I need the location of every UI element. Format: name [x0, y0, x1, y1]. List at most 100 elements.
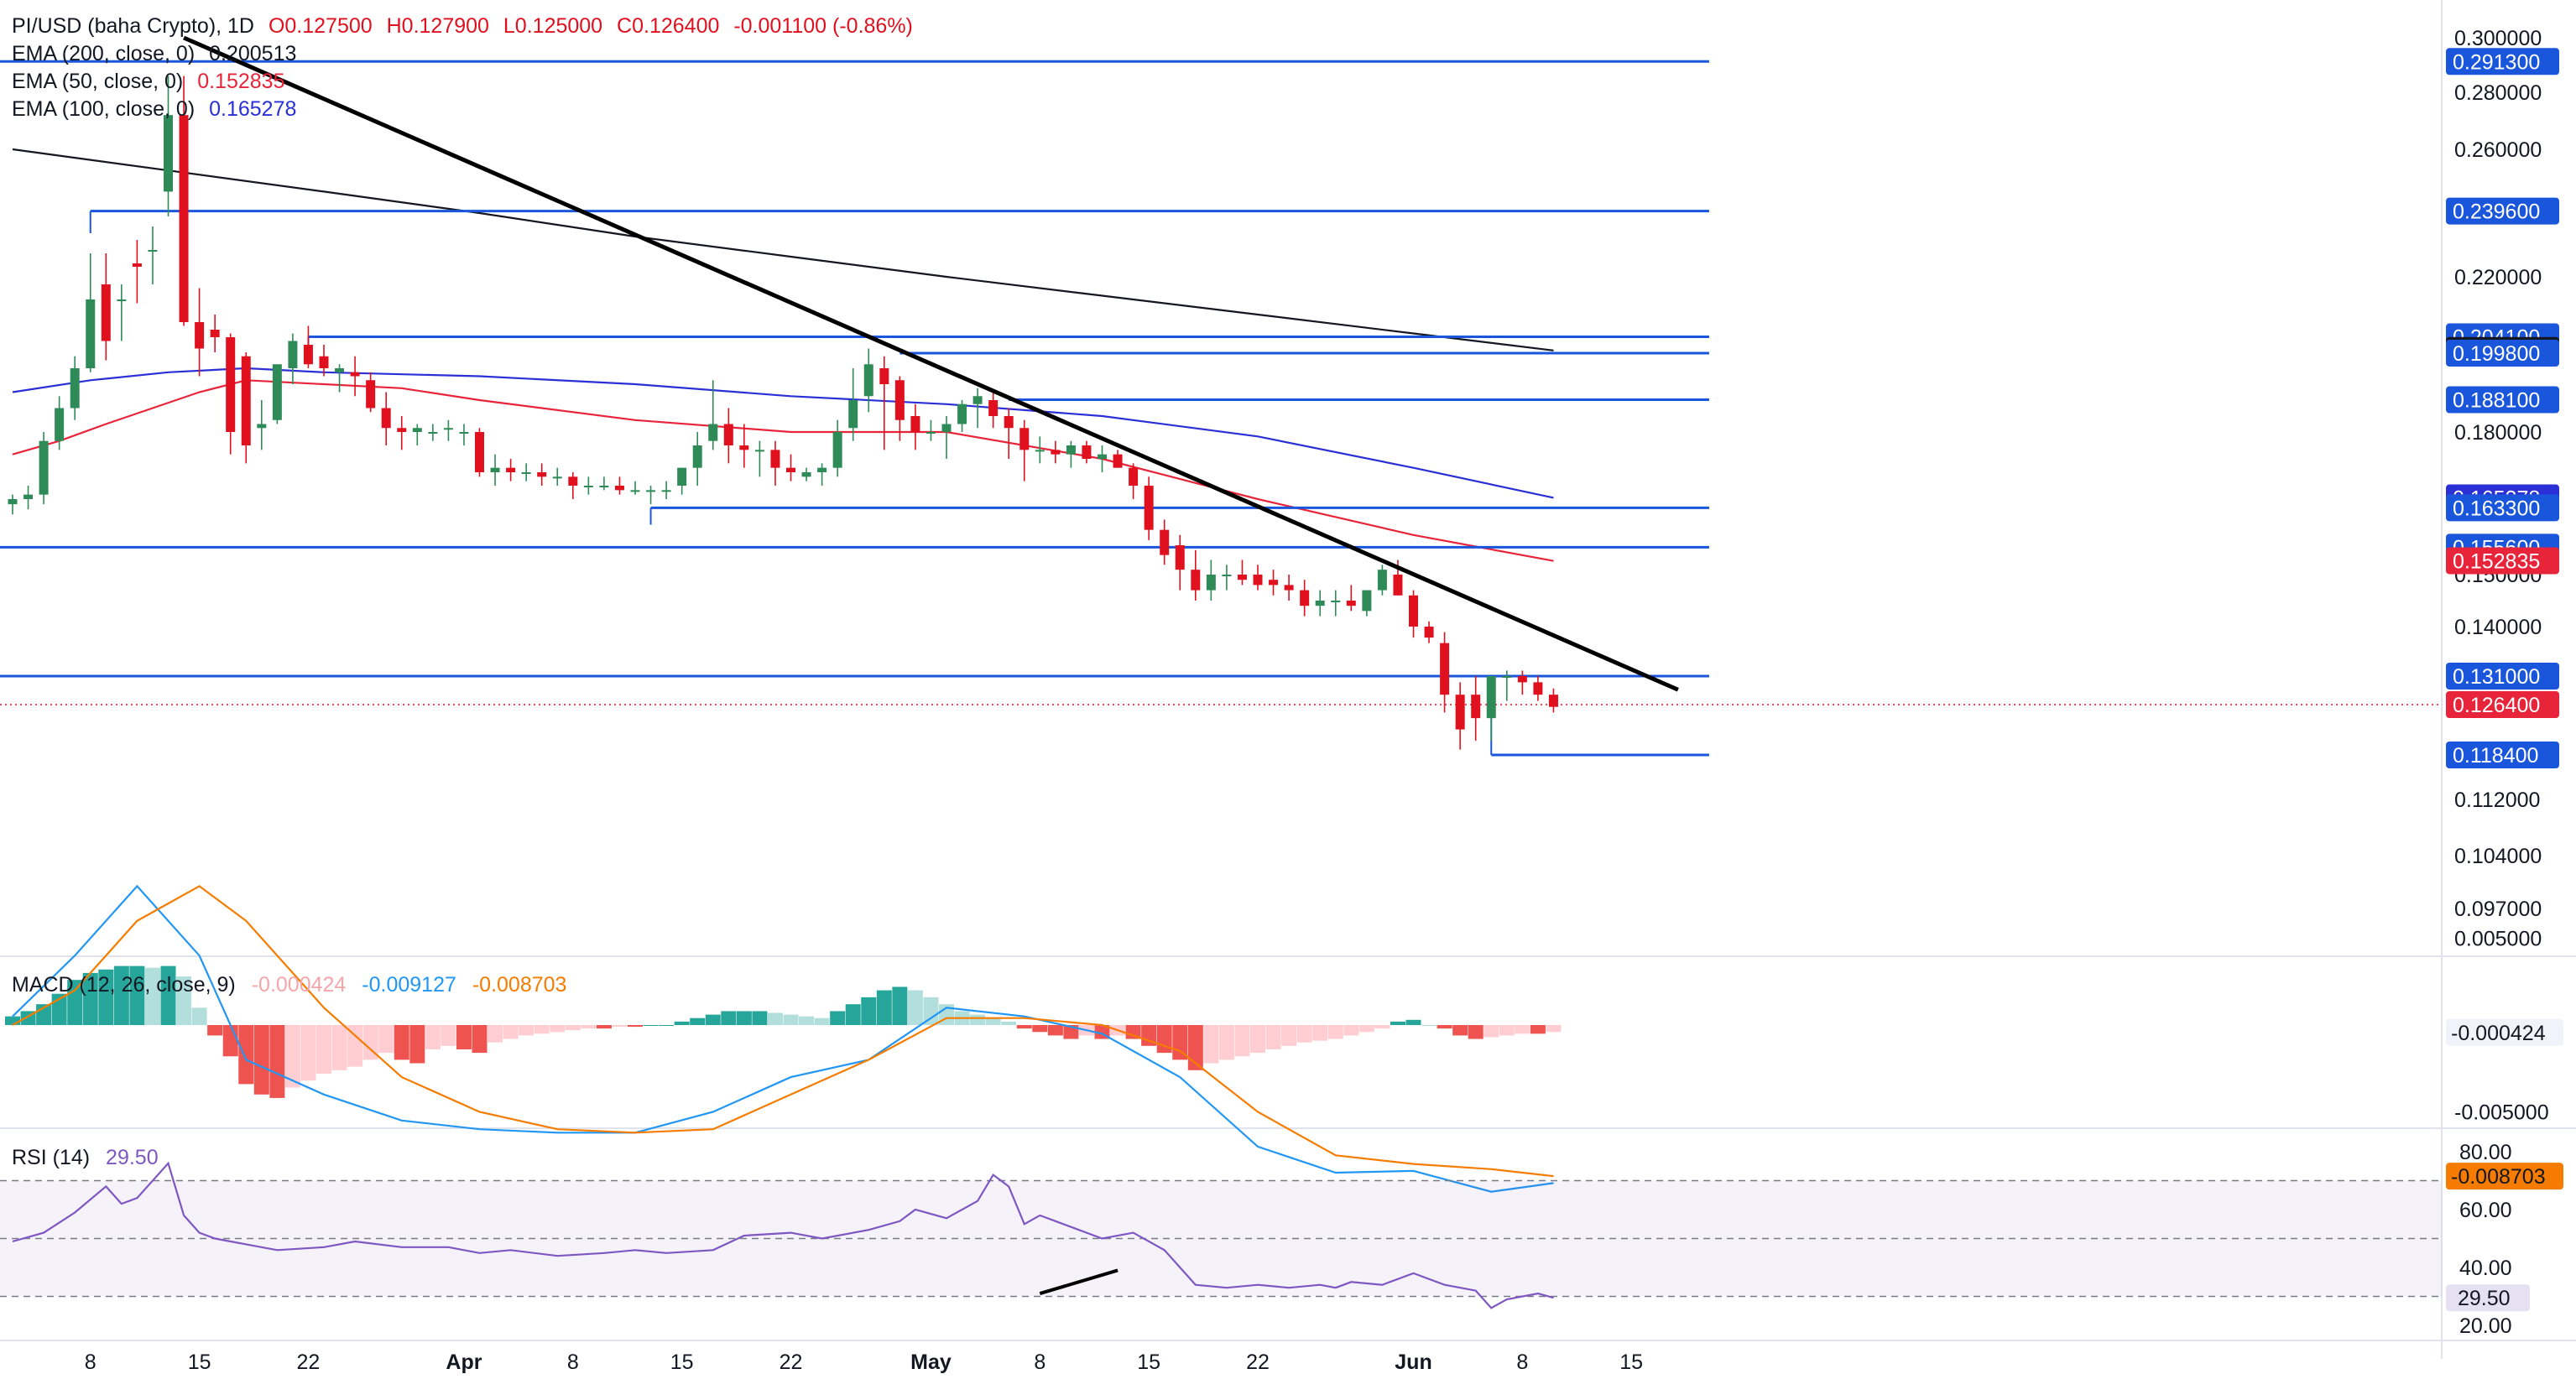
candle-up[interactable] — [1362, 590, 1372, 612]
candle-down[interactable] — [1175, 545, 1185, 570]
candle-up[interactable] — [661, 490, 671, 492]
candle-down[interactable] — [537, 472, 547, 477]
candle-down[interactable] — [350, 372, 360, 377]
candle-up[interactable] — [677, 467, 687, 486]
ema100-legend[interactable]: EMA (100, close, 0) 0.165278 — [12, 96, 305, 122]
candle-up[interactable] — [8, 499, 18, 505]
candle-up[interactable] — [86, 299, 96, 368]
candle-up[interactable] — [23, 494, 34, 499]
candle-up[interactable] — [817, 467, 827, 472]
candle-down[interactable] — [366, 380, 376, 409]
candle-up[interactable] — [863, 364, 873, 397]
candle-down[interactable] — [381, 408, 391, 429]
candle-up[interactable] — [1486, 676, 1496, 719]
candle-up[interactable] — [973, 396, 983, 404]
candle-down[interactable] — [1533, 682, 1543, 695]
candle-down[interactable] — [1424, 627, 1434, 638]
candle-down[interactable] — [723, 424, 733, 446]
candle-down[interactable] — [1471, 695, 1481, 719]
candle-down[interactable] — [475, 432, 484, 472]
candle-down[interactable] — [879, 368, 889, 384]
candle-up[interactable] — [335, 368, 345, 372]
macd-tag[interactable] — [2446, 1163, 2563, 1190]
price-tag[interactable] — [2446, 197, 2559, 225]
candle-down[interactable] — [988, 400, 999, 416]
candle-up[interactable] — [1315, 601, 1325, 606]
rsi-divergence-line[interactable] — [1039, 1268, 1119, 1295]
price-tag[interactable] — [2446, 494, 2559, 522]
candle-down[interactable] — [1191, 570, 1201, 591]
candle-down[interactable] — [210, 330, 220, 337]
candle-up[interactable] — [257, 424, 267, 429]
horizontal-levels[interactable] — [0, 60, 2442, 757]
price-tag[interactable] — [2446, 663, 2559, 690]
candle-up[interactable] — [288, 341, 298, 369]
ema50-legend[interactable]: EMA (50, close, 0) 0.152835 — [12, 69, 293, 94]
candle-up[interactable] — [583, 486, 593, 487]
candle-down[interactable] — [1517, 676, 1527, 683]
candle-down[interactable] — [1019, 428, 1030, 450]
candle-up[interactable] — [1066, 445, 1076, 455]
candle-down[interactable] — [397, 428, 407, 432]
candle-up[interactable] — [39, 440, 49, 495]
candle-down[interactable] — [1004, 416, 1014, 429]
candle-up[interactable] — [1222, 575, 1232, 576]
candle-down[interactable] — [101, 284, 111, 341]
trendlines[interactable] — [183, 35, 1679, 1295]
candle-up[interactable] — [521, 472, 531, 474]
candle-up[interactable] — [1331, 601, 1341, 602]
candle-up[interactable] — [164, 115, 173, 192]
candle-down[interactable] — [1300, 590, 1310, 606]
candle-up[interactable] — [1377, 570, 1387, 591]
candle-up[interactable] — [1035, 450, 1045, 452]
candle-down[interactable] — [132, 263, 142, 267]
macd-legend[interactable]: MACD (12, 26, close, 9) -0.000424 -0.009… — [12, 973, 576, 997]
candle-up[interactable] — [848, 400, 858, 429]
rsi-legend[interactable]: RSI (14) 29.50 — [12, 1146, 169, 1170]
price-tag[interactable] — [2446, 48, 2559, 75]
candle-down[interactable] — [1346, 601, 1356, 606]
candle-down[interactable] — [1051, 450, 1061, 455]
candle-up[interactable] — [957, 403, 967, 424]
candle-up[interactable] — [754, 450, 764, 452]
downtrend-line[interactable] — [183, 35, 1679, 692]
candle-down[interactable] — [303, 345, 313, 365]
candle-down[interactable] — [910, 416, 920, 432]
candle-up[interactable] — [412, 428, 422, 432]
candle-down[interactable] — [319, 356, 329, 368]
price-tag[interactable] — [2446, 691, 2559, 718]
candle-down[interactable] — [1440, 643, 1450, 695]
candle-down[interactable] — [241, 356, 251, 445]
candle-up[interactable] — [55, 408, 65, 441]
candle-down[interactable] — [1160, 529, 1170, 555]
candle-up[interactable] — [117, 299, 127, 301]
candle-up[interactable] — [1206, 575, 1216, 591]
candle-down[interactable] — [179, 115, 189, 322]
candle-up[interactable] — [832, 432, 842, 468]
candle-up[interactable] — [708, 424, 718, 441]
candle-down[interactable] — [1237, 575, 1247, 580]
candle-up[interactable] — [692, 445, 702, 468]
candle-down[interactable] — [1144, 486, 1154, 530]
candle-up[interactable] — [70, 368, 80, 409]
candle-down[interactable] — [770, 450, 780, 468]
candle-up[interactable] — [941, 424, 952, 433]
candle-up[interactable] — [443, 428, 453, 430]
candle-up[interactable] — [646, 490, 656, 492]
candle-up[interactable] — [599, 486, 609, 487]
candle-up[interactable] — [1502, 676, 1512, 678]
candle-down[interactable] — [1455, 695, 1465, 730]
candle-down[interactable] — [1548, 695, 1558, 707]
candle-up[interactable] — [148, 250, 158, 252]
symbol-title[interactable]: PI/USD (baha Crypto), 1D — [12, 14, 254, 38]
candle-down[interactable] — [1393, 575, 1403, 596]
candle-up[interactable] — [428, 432, 438, 434]
price-tag[interactable] — [2446, 339, 2559, 367]
candle-down[interactable] — [786, 467, 795, 472]
candle-down[interactable] — [568, 476, 578, 486]
candle-down[interactable] — [894, 380, 905, 420]
candle-down[interactable] — [1409, 595, 1418, 627]
candle-down[interactable] — [226, 337, 236, 432]
price-tag[interactable] — [2446, 386, 2559, 414]
candle-down[interactable] — [1253, 575, 1263, 586]
